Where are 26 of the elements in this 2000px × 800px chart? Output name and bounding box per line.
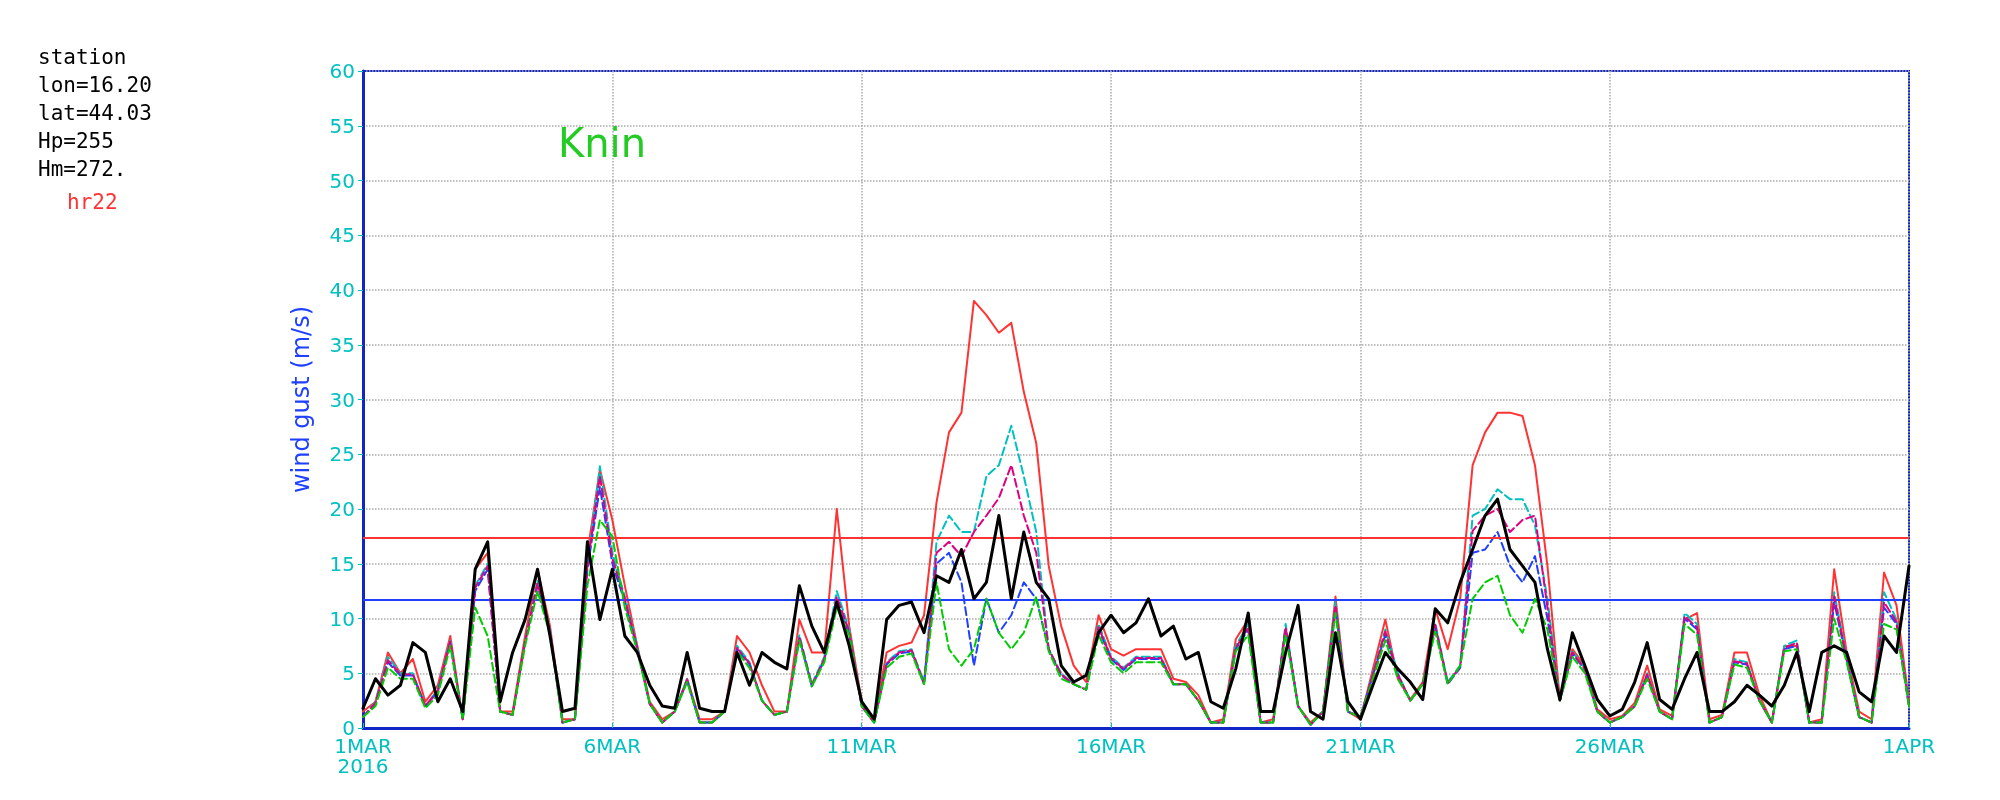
x-tick-label: 1APR [1882,734,1936,758]
x-tick-label: 16MAR [1075,734,1147,758]
y-tick-label: 20 [329,497,355,521]
text: Hm=272. [38,156,127,181]
y-tick-label: 45 [329,223,355,248]
text: Hp=255 [38,128,114,153]
text: Knin [558,120,647,166]
y-tick-label: 40 [329,278,355,302]
y-tick-label: 15 [329,551,355,576]
x-tick-label: 6MAR [583,734,642,758]
y-tick-label: 5 [342,661,355,686]
y-tick-label: 10 [329,606,355,631]
x-tick-label: 26MAR [1574,734,1646,758]
text: hr22 [67,189,118,214]
x-tick-label: 21MAR [1325,734,1396,758]
y-tick-label: 35 [329,332,355,357]
y-tick-label: 55 [329,113,355,138]
x-tick-label: 11MAR [826,734,897,758]
y-tick-label: 25 [329,442,355,467]
text: lon=16.20 [38,72,152,97]
y-axis-title: wind gust (m/s) [287,305,315,494]
y-tick-label: 50 [329,168,355,193]
y-tick-label: 60 [329,59,355,83]
text: lat=44.03 [38,100,152,125]
y-tick-label: 30 [329,387,355,412]
text: station [38,44,127,69]
